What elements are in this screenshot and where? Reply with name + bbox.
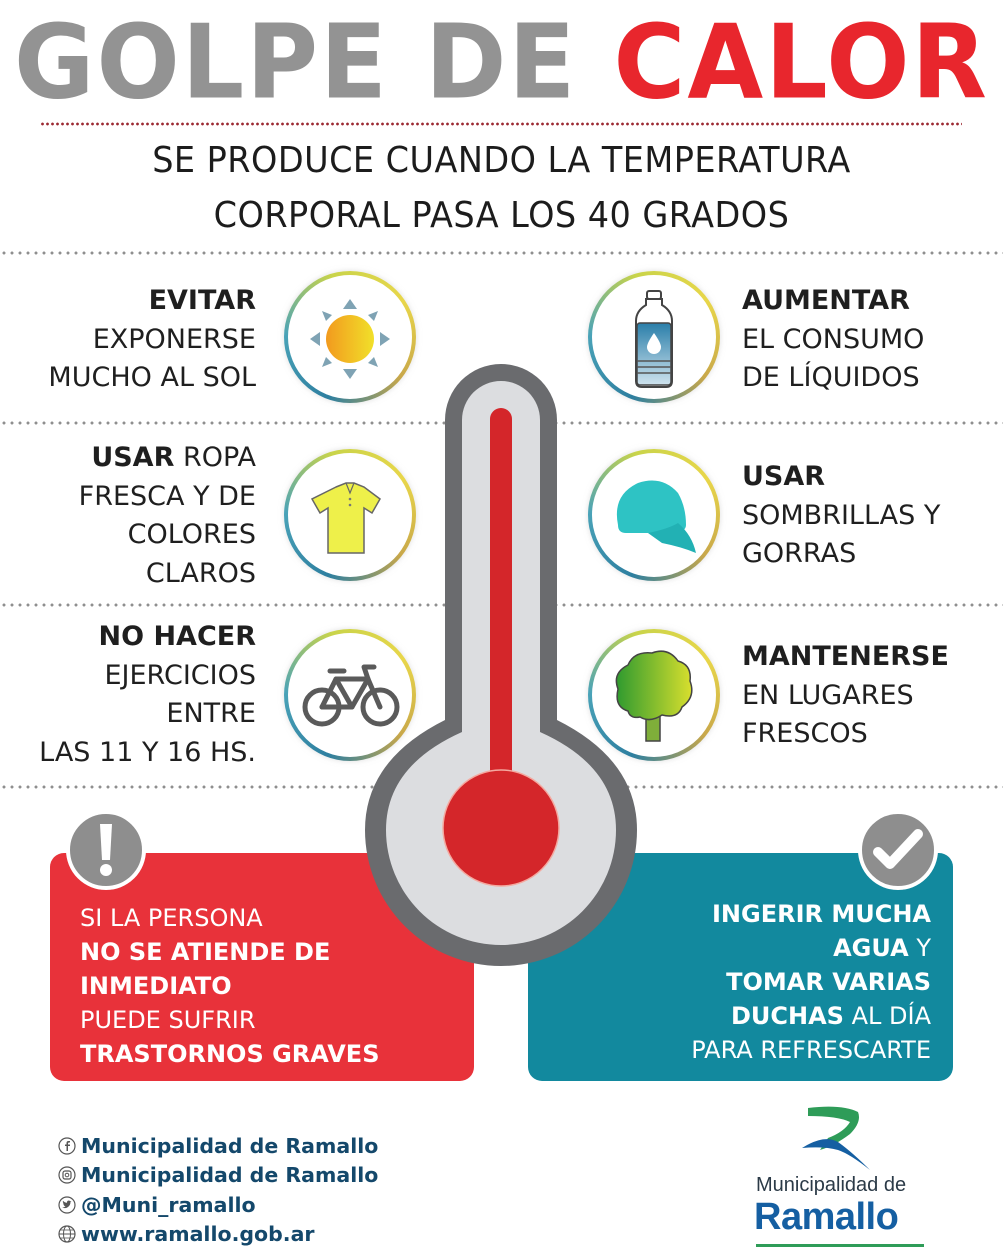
- divider-4: [0, 785, 1003, 789]
- tip-cool-places: MANTENERSE EN LUGARES FRESCOS: [742, 638, 949, 754]
- tip-bold-label: NO HACER: [98, 621, 257, 652]
- sun-icon: [284, 271, 416, 403]
- warning-line: SI LA PERSONA: [80, 904, 263, 932]
- checkmark-icon: [858, 810, 938, 890]
- warning-line-bold: NO SE ATIENDE DE: [80, 938, 331, 966]
- tip-line: SOMBRILLAS Y: [742, 499, 941, 531]
- warning-line: PUEDE SUFRIR: [80, 1006, 256, 1034]
- title-divider: [40, 122, 962, 126]
- advice-line-bold: AGUA: [833, 934, 909, 962]
- bicycle-icon: [284, 629, 416, 761]
- advice-line: Y: [908, 934, 931, 962]
- tree-icon: [588, 629, 720, 761]
- logo-underline: [756, 1244, 924, 1247]
- tip-light-clothes: USAR ROPA FRESCA Y DE COLORES CLAROS: [79, 439, 256, 593]
- title-calor: CALOR: [613, 3, 989, 123]
- tip-bold-label: MANTENERSE: [742, 641, 949, 672]
- divider-2: [0, 421, 1003, 425]
- advice-box: INGERIR MUCHA AGUA Y TOMAR VARIAS DUCHAS…: [528, 853, 953, 1081]
- tip-bold-label: AUMENTAR: [742, 285, 910, 316]
- warning-line-bold: TRASTORNOS GRAVES: [80, 1040, 380, 1068]
- page-title: GOLPE DE CALOR: [0, 5, 1003, 121]
- water-bottle-icon: [588, 271, 720, 403]
- advice-line-bold: INGERIR MUCHA: [712, 900, 931, 928]
- globe-icon: [57, 1224, 77, 1244]
- tip-bold-label: EVITAR: [148, 285, 256, 316]
- warning-line-bold: INMEDIATO: [80, 972, 232, 1000]
- social-facebook-text: Municipalidad de Ramallo: [81, 1133, 379, 1158]
- social-links: Municipalidad de Ramallo Municipalidad d…: [57, 1131, 378, 1249]
- tip-no-exercise: NO HACER EJERCICIOS ENTRE LAS 11 Y 16 HS…: [39, 618, 256, 772]
- tip-line: DE LÍQUIDOS: [742, 362, 920, 393]
- tip-line: EN LUGARES: [742, 679, 914, 711]
- social-twitter-text: @Muni_ramallo: [81, 1192, 256, 1217]
- tip-bold-label: USAR: [91, 442, 175, 473]
- exclamation-icon: [66, 810, 146, 890]
- divider-3: [0, 603, 1003, 607]
- tip-line: LAS 11 Y 16 HS.: [39, 736, 256, 768]
- advice-line-bold: TOMAR VARIAS: [726, 968, 931, 996]
- ramallo-r-logo-icon: [802, 1106, 870, 1170]
- social-instagram-text: Municipalidad de Ramallo: [81, 1163, 379, 1188]
- tip-line: CLAROS: [145, 557, 256, 589]
- tip-line: ROPA: [174, 442, 256, 473]
- tip-line: EL CONSUMO: [742, 323, 925, 355]
- social-website-text: www.ramallo.gob.ar: [81, 1222, 315, 1247]
- logo-ramallo-text: Ramallo: [754, 1196, 899, 1238]
- tip-line: MUCHO AL SOL: [48, 362, 256, 393]
- facebook-icon: [57, 1136, 77, 1156]
- municipality-logo: Municipalidad de Ramallo: [740, 1100, 940, 1250]
- cap-icon: [588, 449, 720, 581]
- social-instagram[interactable]: Municipalidad de Ramallo: [57, 1161, 378, 1191]
- title-golpe-de: GOLPE DE: [14, 3, 578, 123]
- social-website[interactable]: www.ramallo.gob.ar: [57, 1220, 378, 1250]
- subtitle-line-2: CORPORAL PASA LOS 40 GRADOS: [213, 195, 790, 236]
- social-facebook[interactable]: Municipalidad de Ramallo: [57, 1131, 378, 1161]
- logo-municipalidad-text: Municipalidad de: [756, 1174, 907, 1196]
- tip-line: EJERCICIOS: [104, 659, 256, 691]
- divider-1: [0, 251, 1003, 255]
- twitter-icon: [57, 1195, 77, 1215]
- tip-bold-label: USAR: [742, 461, 826, 492]
- social-twitter[interactable]: @Muni_ramallo: [57, 1190, 378, 1220]
- shirt-icon: [284, 449, 416, 581]
- tip-line: EXPONERSE: [92, 323, 256, 355]
- tip-line: FRESCA Y DE: [78, 480, 256, 512]
- advice-line-bold: DUCHAS: [731, 1002, 844, 1030]
- tip-avoid-sun: EVITAR EXPONERSE MUCHO AL SOL: [48, 282, 256, 398]
- instagram-icon: [57, 1165, 77, 1185]
- tip-line: FRESCOS: [742, 718, 868, 749]
- subtitle-line-1: SE PRODUCE CUANDO LA TEMPERATURA: [152, 140, 851, 181]
- advice-line: PARA REFRESCARTE: [691, 1036, 931, 1064]
- tip-line: ENTRE: [166, 698, 256, 729]
- advice-line: AL DÍA: [843, 1002, 931, 1030]
- tip-increase-liquids: AUMENTAR EL CONSUMO DE LÍQUIDOS: [742, 282, 924, 398]
- tip-line: COLORES: [127, 519, 256, 550]
- tip-umbrellas-caps: USAR SOMBRILLAS Y GORRAS: [742, 458, 940, 574]
- tip-line: GORRAS: [742, 538, 857, 569]
